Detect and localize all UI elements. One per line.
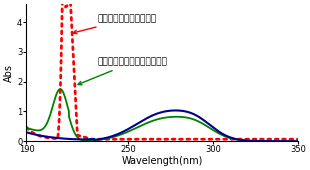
Text: 溶媒の吸収スペクトル！: 溶媒の吸収スペクトル！ [73, 15, 157, 34]
Text: これは試料の吸収ではない！: これは試料の吸収ではない！ [78, 58, 168, 85]
Y-axis label: Abs: Abs [4, 64, 14, 82]
X-axis label: Wavelength(nm): Wavelength(nm) [122, 156, 203, 166]
